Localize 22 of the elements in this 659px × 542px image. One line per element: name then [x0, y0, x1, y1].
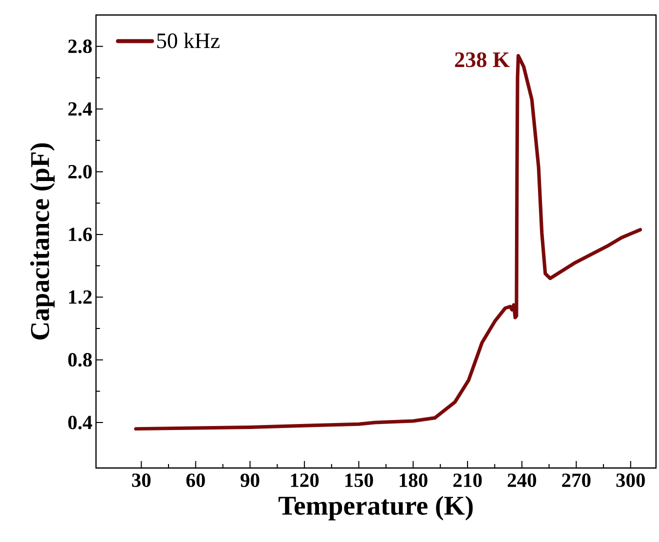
x-axis-title: Temperature (K) — [278, 496, 473, 520]
x-tick-label: 300 — [616, 474, 645, 488]
x-tick-label: 120 — [291, 474, 319, 488]
x-tick-label: 60 — [186, 474, 205, 488]
x-tick-label: 270 — [562, 474, 590, 488]
y-tick-label: 2.8 — [68, 40, 92, 54]
y-tick-label: 1.6 — [69, 228, 92, 242]
y-tick-label: 2.4 — [68, 102, 92, 116]
x-tick-label: 150 — [345, 474, 374, 488]
y-tick-label: 1.2 — [69, 290, 92, 304]
x-tick-label: 30 — [132, 474, 151, 488]
x-tick-label: 240 — [508, 474, 536, 488]
annotation: 238 K — [455, 52, 510, 68]
x-tick-label: 180 — [400, 474, 428, 488]
x-tick-label: 90 — [240, 474, 260, 488]
legend-label: 50 kHz — [157, 32, 220, 48]
y-tick-label: 2.0 — [68, 164, 92, 179]
line-series — [134, 54, 642, 431]
x-tick-label: 210 — [453, 474, 482, 488]
y-tick-label: 0.8 — [68, 353, 92, 367]
y-tick-label: 0.4 — [68, 416, 92, 430]
y-axis-title: Capacitance (pF) — [30, 143, 55, 340]
